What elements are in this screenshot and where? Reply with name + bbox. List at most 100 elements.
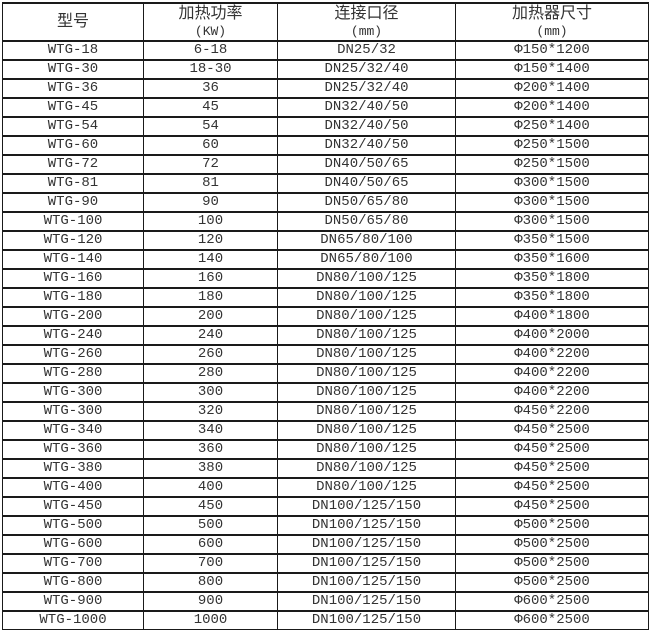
cell-power: 280 (143, 363, 278, 384)
cell-diameter: DN100/125/150 (277, 591, 456, 612)
table-row: WTG-18 6-18 DN25/32 Φ150*1200 (2, 40, 649, 61)
cell-size: Φ200*1400 (455, 97, 649, 118)
cell-diameter: DN80/100/125 (277, 439, 456, 460)
cell-size: Φ450*2500 (455, 439, 649, 460)
cell-model: WTG-900 (2, 591, 144, 612)
table-row: WTG-900 900 DN100/125/150 Φ600*2500 (2, 591, 649, 612)
cell-diameter: DN100/125/150 (277, 553, 456, 574)
cell-model: WTG-1000 (2, 610, 144, 630)
cell-diameter: DN80/100/125 (277, 477, 456, 498)
cell-model: WTG-340 (2, 420, 144, 441)
cell-model: WTG-360 (2, 439, 144, 460)
table-row: WTG-500 500 DN100/125/150 Φ500*2500 (2, 515, 649, 536)
header-size-unit: (mm) (536, 24, 568, 39)
table-row: WTG-240 240 DN80/100/125 Φ400*2000 (2, 325, 649, 346)
table-row: WTG-200 200 DN80/100/125 Φ400*1800 (2, 306, 649, 327)
cell-diameter: DN50/65/80 (277, 211, 456, 232)
cell-diameter: DN40/50/65 (277, 173, 456, 194)
cell-size: Φ350*1500 (455, 230, 649, 251)
header-diameter-label: 连接口径 (334, 5, 399, 23)
table-row: WTG-140 140 DN65/80/100 Φ350*1600 (2, 249, 649, 270)
table-row: WTG-1000 1000 DN100/125/150 Φ600*2500 (2, 610, 649, 630)
cell-model: WTG-240 (2, 325, 144, 346)
cell-diameter: DN32/40/50 (277, 97, 456, 118)
cell-model: WTG-54 (2, 116, 144, 137)
table-row: WTG-800 800 DN100/125/150 Φ500*2500 (2, 572, 649, 593)
header-size: 加热器尺寸 (mm) (455, 2, 649, 42)
cell-power: 400 (143, 477, 278, 498)
cell-model: WTG-45 (2, 97, 144, 118)
header-row: 型号 加热功率 (KW) 连接口径 (mm) 加热器尺寸 (mm) (2, 2, 649, 42)
cell-diameter: DN100/125/150 (277, 496, 456, 517)
header-model: 型号 (2, 2, 144, 42)
header-diameter-unit: (mm) (350, 24, 383, 39)
cell-model: WTG-500 (2, 515, 144, 536)
cell-size: Φ600*2500 (455, 591, 649, 612)
cell-power: 81 (143, 173, 278, 194)
cell-diameter: DN80/100/125 (277, 401, 456, 422)
cell-size: Φ300*1500 (455, 211, 649, 232)
cell-model: WTG-90 (2, 192, 144, 213)
cell-diameter: DN80/100/125 (277, 306, 456, 327)
cell-size: Φ200*1400 (455, 78, 649, 99)
cell-model: WTG-450 (2, 496, 144, 517)
cell-diameter: DN80/100/125 (277, 268, 456, 289)
cell-power: 45 (143, 97, 278, 118)
cell-diameter: DN65/80/100 (277, 230, 456, 251)
cell-power: 18-30 (143, 59, 278, 80)
cell-size: Φ400*2000 (455, 325, 649, 346)
cell-model: WTG-700 (2, 553, 144, 574)
cell-model: WTG-140 (2, 249, 144, 270)
cell-size: Φ350*1600 (455, 249, 649, 270)
cell-power: 1000 (143, 610, 278, 630)
cell-model: WTG-280 (2, 363, 144, 384)
cell-size: Φ450*2500 (455, 477, 649, 498)
table-row: WTG-340 340 DN80/100/125 Φ450*2500 (2, 420, 649, 441)
cell-power: 600 (143, 534, 278, 555)
cell-model: WTG-160 (2, 268, 144, 289)
header-power-label: 加热功率 (178, 5, 243, 23)
cell-diameter: DN40/50/65 (277, 154, 456, 175)
table-header: 型号 加热功率 (KW) 连接口径 (mm) 加热器尺寸 (mm) (2, 2, 649, 42)
table-row: WTG-300 300 DN80/100/125 Φ400*2200 (2, 382, 649, 403)
cell-diameter: DN32/40/50 (277, 135, 456, 156)
table-row: WTG-90 90 DN50/65/80 Φ300*1500 (2, 192, 649, 213)
cell-power: 340 (143, 420, 278, 441)
cell-diameter: DN50/65/80 (277, 192, 456, 213)
cell-model: WTG-300 (2, 401, 144, 422)
table-row: WTG-120 120 DN65/80/100 Φ350*1500 (2, 230, 649, 251)
cell-diameter: DN80/100/125 (277, 382, 456, 403)
cell-size: Φ600*2500 (455, 610, 649, 630)
table-row: WTG-160 160 DN80/100/125 Φ350*1800 (2, 268, 649, 289)
cell-model: WTG-260 (2, 344, 144, 365)
cell-model: WTG-81 (2, 173, 144, 194)
cell-size: Φ300*1500 (455, 173, 649, 194)
cell-power: 320 (143, 401, 278, 422)
cell-diameter: DN80/100/125 (277, 325, 456, 346)
table-row: WTG-45 45 DN32/40/50 Φ200*1400 (2, 97, 649, 118)
cell-power: 300 (143, 382, 278, 403)
cell-diameter: DN25/32 (277, 40, 456, 61)
cell-size: Φ400*2200 (455, 363, 649, 384)
cell-diameter: DN100/125/150 (277, 534, 456, 555)
cell-power: 140 (143, 249, 278, 270)
cell-size: Φ500*2500 (455, 553, 649, 574)
cell-size: Φ400*1800 (455, 306, 649, 327)
cell-size: Φ450*2500 (455, 496, 649, 517)
cell-power: 180 (143, 287, 278, 308)
cell-size: Φ400*2200 (455, 344, 649, 365)
cell-diameter: DN100/125/150 (277, 610, 456, 630)
table-row: WTG-600 600 DN100/125/150 Φ500*2500 (2, 534, 649, 555)
cell-power: 90 (143, 192, 278, 213)
cell-size: Φ500*2500 (455, 534, 649, 555)
cell-model: WTG-100 (2, 211, 144, 232)
cell-power: 36 (143, 78, 278, 99)
cell-power: 800 (143, 572, 278, 593)
cell-size: Φ350*1800 (455, 287, 649, 308)
cell-model: WTG-800 (2, 572, 144, 593)
cell-model: WTG-60 (2, 135, 144, 156)
header-model-label: 型号 (56, 12, 89, 31)
cell-size: Φ250*1400 (455, 116, 649, 137)
